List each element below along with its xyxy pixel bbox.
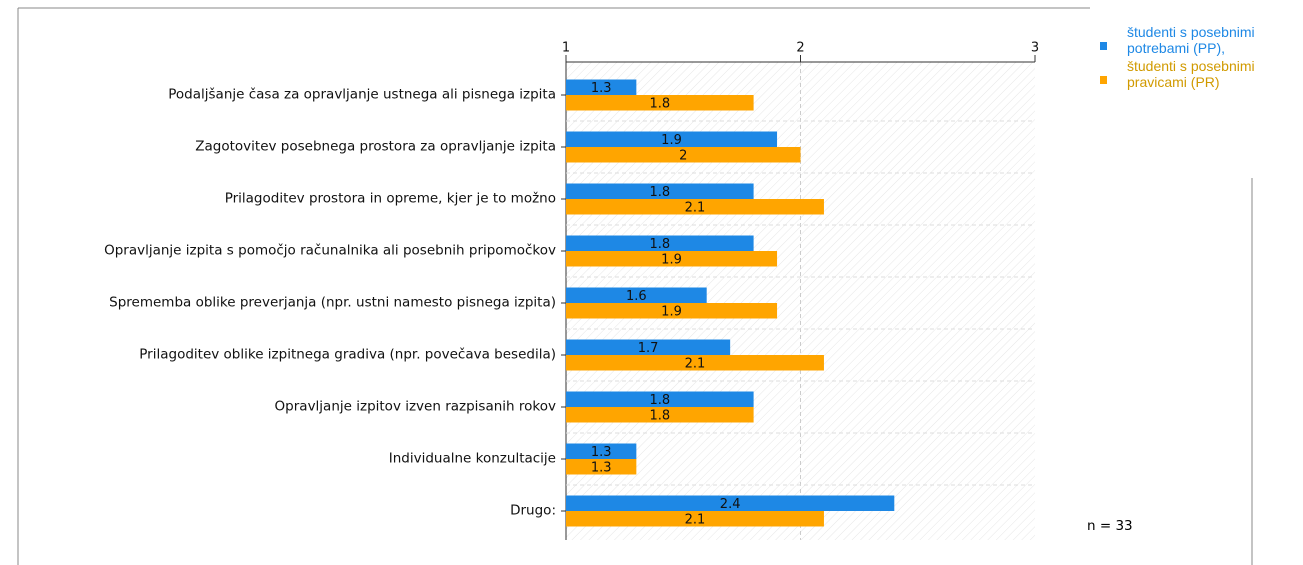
y-tick-label: Opravljanje izpitov izven razpisanih rok… bbox=[274, 398, 556, 415]
bar bbox=[566, 407, 754, 423]
x-tick-label: 1 bbox=[562, 41, 570, 56]
legend-label: študenti s posebnimi pravicami (PR) bbox=[1127, 58, 1255, 90]
bar bbox=[566, 339, 731, 355]
bar bbox=[566, 459, 637, 475]
bar bbox=[566, 147, 801, 163]
y-tick-label: Zagotovitev posebnega prostora za opravl… bbox=[195, 138, 556, 155]
bar bbox=[566, 391, 754, 407]
bar bbox=[566, 131, 778, 147]
bar bbox=[566, 183, 754, 199]
y-tick-label: Opravljanje izpita s pomočjo računalnika… bbox=[104, 242, 556, 259]
data-label: 1.9 bbox=[661, 304, 682, 319]
data-label: 1.3 bbox=[591, 81, 612, 96]
y-tick-label: Individualne konzultacije bbox=[388, 450, 556, 467]
bar bbox=[566, 251, 778, 267]
bar bbox=[566, 303, 778, 319]
data-label: 1.8 bbox=[649, 393, 670, 408]
data-label: 1.8 bbox=[649, 185, 670, 200]
legend-swatch bbox=[1100, 42, 1107, 50]
y-tick-label: Podaljšanje časa za opravljanje ustnega … bbox=[168, 86, 556, 103]
legend-swatch bbox=[1100, 76, 1107, 84]
legend-label: študenti s posebnimi potrebami (PP), bbox=[1127, 24, 1255, 56]
y-tick-label: Prilagoditev oblike izpitnega gradiva (n… bbox=[139, 346, 556, 363]
data-label: 2.1 bbox=[685, 356, 706, 371]
data-label: 2.4 bbox=[720, 497, 741, 512]
data-label: 2.1 bbox=[685, 512, 706, 527]
y-tick-label: Sprememba oblike preverjanja (npr. ustni… bbox=[109, 294, 556, 311]
y-tick-label: Prilagoditev prostora in opreme, kjer je… bbox=[224, 190, 556, 207]
data-label: 1.8 bbox=[649, 96, 670, 111]
data-label: 2.1 bbox=[685, 200, 706, 215]
bar bbox=[566, 79, 637, 95]
data-label: 1.3 bbox=[591, 445, 612, 460]
data-label: 1.9 bbox=[661, 133, 682, 148]
bar bbox=[566, 199, 824, 215]
x-tick-label: 2 bbox=[796, 41, 804, 56]
data-label: 1.6 bbox=[626, 289, 647, 304]
x-tick-label: 3 bbox=[1031, 41, 1039, 56]
bar bbox=[566, 95, 754, 111]
bar bbox=[566, 495, 895, 511]
data-label: 1.8 bbox=[649, 237, 670, 252]
data-label: 1.3 bbox=[591, 460, 612, 475]
bar bbox=[566, 443, 637, 459]
data-label: 1.8 bbox=[649, 408, 670, 423]
bar bbox=[566, 287, 707, 303]
bar bbox=[566, 355, 824, 371]
bar bbox=[566, 511, 824, 527]
data-label: 2 bbox=[679, 148, 687, 163]
data-label: 1.9 bbox=[661, 252, 682, 267]
y-tick-label: Drugo: bbox=[510, 502, 556, 519]
bar bbox=[566, 235, 754, 251]
annotation: n = 33 bbox=[1087, 518, 1133, 534]
data-label: 1.7 bbox=[638, 341, 659, 356]
